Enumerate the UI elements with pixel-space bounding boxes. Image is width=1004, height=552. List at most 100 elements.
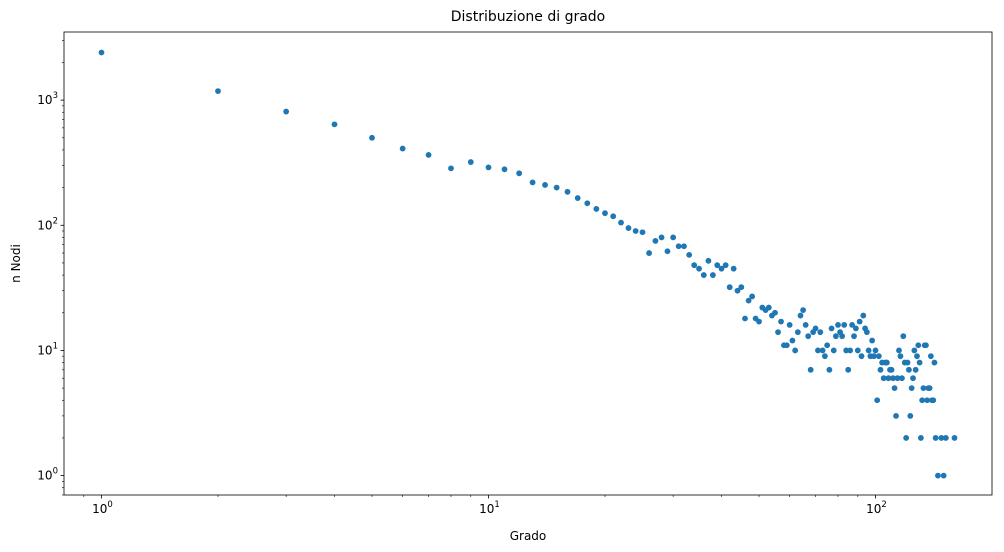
data-point: [935, 472, 941, 479]
chart-title: Distribuzione di grado: [451, 9, 606, 25]
data-points: [98, 49, 958, 479]
data-point: [896, 347, 902, 354]
data-point: [872, 347, 879, 354]
data-point: [847, 347, 854, 354]
data-point: [792, 347, 799, 354]
data-point: [920, 385, 927, 392]
data-point: [215, 88, 221, 94]
data-point: [745, 297, 752, 304]
data-point: [826, 366, 833, 373]
x-tick-label: 102: [866, 500, 887, 516]
data-point: [860, 312, 867, 319]
data-point: [783, 342, 790, 349]
data-point: [756, 318, 762, 325]
data-point: [885, 375, 892, 382]
data-point: [730, 265, 737, 272]
data-point: [639, 229, 646, 236]
data-point: [98, 49, 105, 56]
data-point: [845, 366, 852, 373]
data-point: [485, 164, 492, 171]
data-point: [331, 121, 338, 128]
data-point: [897, 353, 904, 360]
data-point: [726, 284, 733, 291]
data-point: [501, 166, 508, 173]
data-point: [765, 304, 772, 311]
data-point: [658, 234, 665, 241]
data-point: [775, 329, 781, 336]
data-point: [448, 165, 454, 172]
data-point: [839, 333, 846, 340]
data-point: [828, 325, 835, 332]
data-point: [529, 179, 536, 186]
data-point: [399, 145, 406, 152]
data-point: [869, 337, 876, 344]
data-point: [854, 347, 861, 354]
data-point: [686, 251, 693, 258]
data-point: [709, 272, 716, 278]
y-axis-label: n Nodi: [9, 244, 23, 283]
data-point: [696, 265, 702, 272]
data-point: [625, 225, 632, 231]
data-point: [807, 366, 814, 373]
data-point: [805, 333, 812, 340]
data-point: [890, 375, 896, 382]
data-point: [670, 234, 677, 241]
data-point: [926, 385, 933, 392]
data-point: [875, 353, 882, 360]
x-axis: 100 101 102: [92, 495, 887, 516]
data-point: [851, 333, 857, 340]
data-point: [898, 375, 905, 382]
data-point: [574, 195, 581, 201]
data-point: [602, 210, 608, 217]
data-point: [835, 321, 841, 328]
data-point: [691, 262, 698, 269]
x-tick-label: 101: [479, 500, 500, 516]
data-point: [714, 262, 721, 269]
data-point: [797, 312, 804, 319]
data-point: [646, 250, 652, 256]
data-point: [705, 257, 712, 264]
x-axis-label: Grado: [510, 529, 547, 543]
data-point: [794, 329, 801, 336]
data-point: [916, 359, 923, 366]
data-point: [283, 108, 290, 115]
data-point: [910, 375, 916, 382]
data-point: [940, 472, 947, 479]
data-point: [894, 375, 901, 382]
data-point: [865, 347, 872, 354]
data-point: [917, 435, 924, 441]
data-point: [652, 238, 659, 244]
data-point: [877, 366, 884, 373]
y-tick-label: 100: [37, 467, 58, 483]
data-point: [786, 321, 793, 328]
data-point: [931, 359, 938, 366]
data-point: [618, 219, 624, 226]
data-point: [927, 353, 934, 360]
data-point: [907, 412, 914, 419]
data-point: [903, 435, 910, 441]
data-point: [778, 318, 784, 325]
data-point: [789, 337, 796, 344]
data-point: [832, 333, 839, 340]
data-point: [516, 170, 523, 177]
data-point: [369, 134, 375, 141]
x-tick-label: 100: [92, 500, 113, 516]
data-point: [888, 366, 895, 373]
data-point: [830, 347, 837, 354]
data-point: [681, 243, 687, 250]
data-point: [738, 284, 745, 291]
data-point: [675, 243, 682, 250]
y-axis: 100 101 102 103: [37, 91, 64, 483]
data-point: [911, 347, 918, 354]
data-point: [924, 397, 931, 404]
data-point: [802, 321, 809, 328]
data-point: [932, 435, 939, 441]
data-point: [593, 206, 600, 212]
data-point: [821, 353, 828, 360]
data-point: [824, 342, 831, 349]
y-tick-label: 102: [37, 216, 58, 232]
data-point: [812, 325, 819, 332]
data-point: [942, 435, 949, 441]
data-point: [874, 397, 881, 404]
